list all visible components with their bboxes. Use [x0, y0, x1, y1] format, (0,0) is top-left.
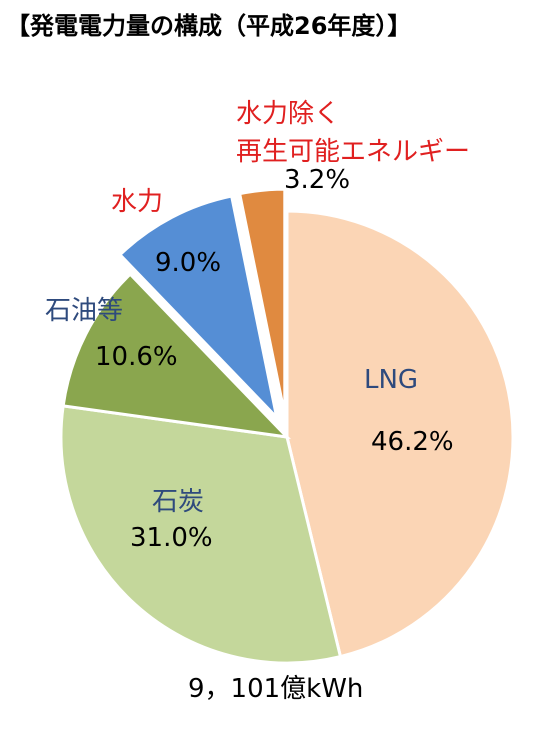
pie-slice-hydro	[117, 194, 280, 423]
slice-value-hydro: 9.0%	[155, 248, 222, 278]
slice-value-coal: 31.0%	[130, 523, 213, 553]
pie-slice-lng	[285, 209, 515, 659]
slice-value-oil: 10.6%	[95, 342, 178, 372]
chart-title: 【発電電力量の構成（平成26年度）】	[6, 12, 412, 40]
slice-name-hydro: 水力	[111, 187, 164, 217]
total-label: 9，101億kWh	[188, 674, 364, 704]
slice-name-renewables: 水力除く 再生可能エネルギー	[236, 99, 471, 167]
slice-name-coal: 石炭	[152, 487, 205, 517]
slice-value-renewables: 3.2%	[284, 165, 351, 195]
slice-name-oil: 石油等	[45, 296, 124, 326]
pie-slice-renewables	[237, 187, 287, 416]
slice-value-lng: 46.2%	[371, 427, 454, 457]
slice-name-lng: LNG	[364, 365, 419, 395]
pie-slice-coal	[59, 404, 343, 665]
pie-slice-oil	[61, 272, 292, 440]
